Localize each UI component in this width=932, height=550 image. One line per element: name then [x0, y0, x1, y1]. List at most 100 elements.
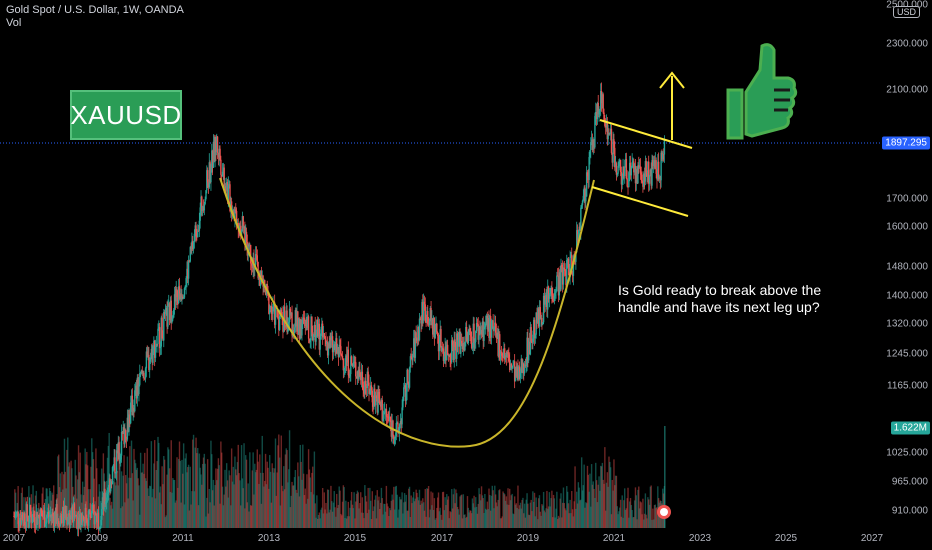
- volume-bar: [223, 494, 225, 528]
- volume-bar: [364, 495, 367, 528]
- candle-body: [447, 354, 450, 356]
- candle-body: [633, 161, 635, 173]
- volume-bar: [609, 467, 612, 528]
- candle-body: [415, 332, 417, 339]
- volume-bar: [614, 485, 616, 528]
- candle-body: [225, 186, 227, 191]
- candle-body: [215, 136, 217, 152]
- candle-body: [656, 173, 658, 180]
- volume-bar: [144, 478, 147, 528]
- candle-body: [383, 412, 385, 419]
- currency-button[interactable]: USD: [892, 6, 920, 18]
- volume-bar: [626, 498, 628, 528]
- candle-body: [257, 261, 259, 279]
- volume-bar: [303, 495, 306, 528]
- candle-body: [228, 184, 230, 186]
- candle-body: [372, 402, 374, 407]
- volume-bar: [293, 485, 295, 528]
- volume-bar: [169, 491, 172, 528]
- candle-body: [154, 347, 157, 358]
- candle-body: [214, 136, 216, 162]
- candle-body: [526, 337, 528, 365]
- volume-bar: [518, 509, 520, 528]
- candle-body: [276, 307, 278, 318]
- volume-bar: [217, 458, 220, 528]
- volume-indicator-label[interactable]: Vol: [6, 17, 22, 29]
- candle-body: [374, 388, 376, 406]
- volume-bar: [288, 469, 290, 528]
- volume-bar: [327, 489, 330, 528]
- volume-bar: [622, 517, 624, 528]
- volume-bar: [643, 513, 646, 528]
- candle-body: [97, 512, 100, 529]
- volume-bar: [649, 486, 652, 528]
- candle-body: [348, 375, 350, 377]
- candle-body: [580, 205, 583, 208]
- candle-body: [210, 172, 212, 183]
- candle-body: [16, 511, 19, 513]
- candle-body: [244, 226, 246, 245]
- candle-body: [156, 343, 158, 345]
- volume-bar-last: [664, 426, 666, 528]
- volume-bar: [222, 505, 225, 528]
- volume-bar: [534, 516, 537, 528]
- price-axis[interactable]: 2500.000 USD 2300.000 2100.000 1897.295 …: [880, 0, 932, 530]
- volume-bar: [437, 492, 440, 528]
- candle-body: [99, 528, 101, 529]
- volume-bar: [290, 495, 292, 528]
- candle-body: [441, 347, 443, 351]
- candle-body: [70, 515, 72, 520]
- candle-body: [498, 334, 500, 356]
- volume-bar: [482, 498, 484, 528]
- candle-body: [513, 361, 516, 382]
- candle-body: [76, 516, 78, 529]
- volume-bar: [180, 502, 182, 528]
- candle-body: [31, 521, 33, 524]
- volume-bar: [556, 491, 558, 528]
- volume-bar: [114, 482, 116, 528]
- candle-body: [648, 175, 651, 184]
- volume-bar: [601, 462, 604, 528]
- volume-bar: [79, 452, 81, 528]
- volume-bar: [40, 516, 43, 528]
- candle-body: [180, 293, 182, 300]
- candle-body: [245, 231, 248, 243]
- candle-body: [634, 165, 637, 184]
- candle-body: [24, 513, 26, 526]
- volume-bar: [302, 473, 305, 528]
- candle-body: [176, 289, 178, 298]
- volume-bar: [101, 468, 103, 528]
- volume-bar: [393, 509, 396, 528]
- volume-bar: [574, 466, 576, 528]
- candle-body: [152, 346, 154, 363]
- volume-bar: [333, 491, 335, 528]
- candle-body: [138, 384, 140, 395]
- volume-bar: [441, 519, 443, 528]
- volume-bar: [110, 505, 112, 528]
- time-axis[interactable]: 2007 2009 2011 2013 2015 2017 2019 2021 …: [0, 530, 883, 550]
- volume-bar: [326, 489, 329, 528]
- candle-body: [345, 355, 348, 363]
- candle-body: [245, 231, 247, 245]
- candle-body: [610, 128, 613, 154]
- volume-bar: [286, 450, 288, 528]
- time-tick: 2021: [602, 533, 626, 544]
- candle-body: [35, 511, 38, 528]
- candle-body: [543, 295, 546, 305]
- time-tick: 2011: [172, 533, 194, 544]
- volume-bar: [315, 517, 317, 528]
- candle-body: [544, 299, 546, 305]
- volume-bar: [350, 500, 352, 528]
- symbol-title[interactable]: Gold Spot / U.S. Dollar, 1W, OANDA: [6, 4, 184, 16]
- candle-body: [465, 327, 467, 343]
- volume-bar: [499, 489, 501, 528]
- volume-bar: [446, 494, 448, 528]
- volume-bar: [612, 490, 614, 528]
- candle-body: [135, 385, 138, 399]
- candle-body: [48, 511, 50, 518]
- candle-body: [22, 519, 24, 523]
- volume-bar: [257, 461, 259, 528]
- volume-bar: [377, 500, 379, 528]
- volume-bar: [201, 463, 204, 528]
